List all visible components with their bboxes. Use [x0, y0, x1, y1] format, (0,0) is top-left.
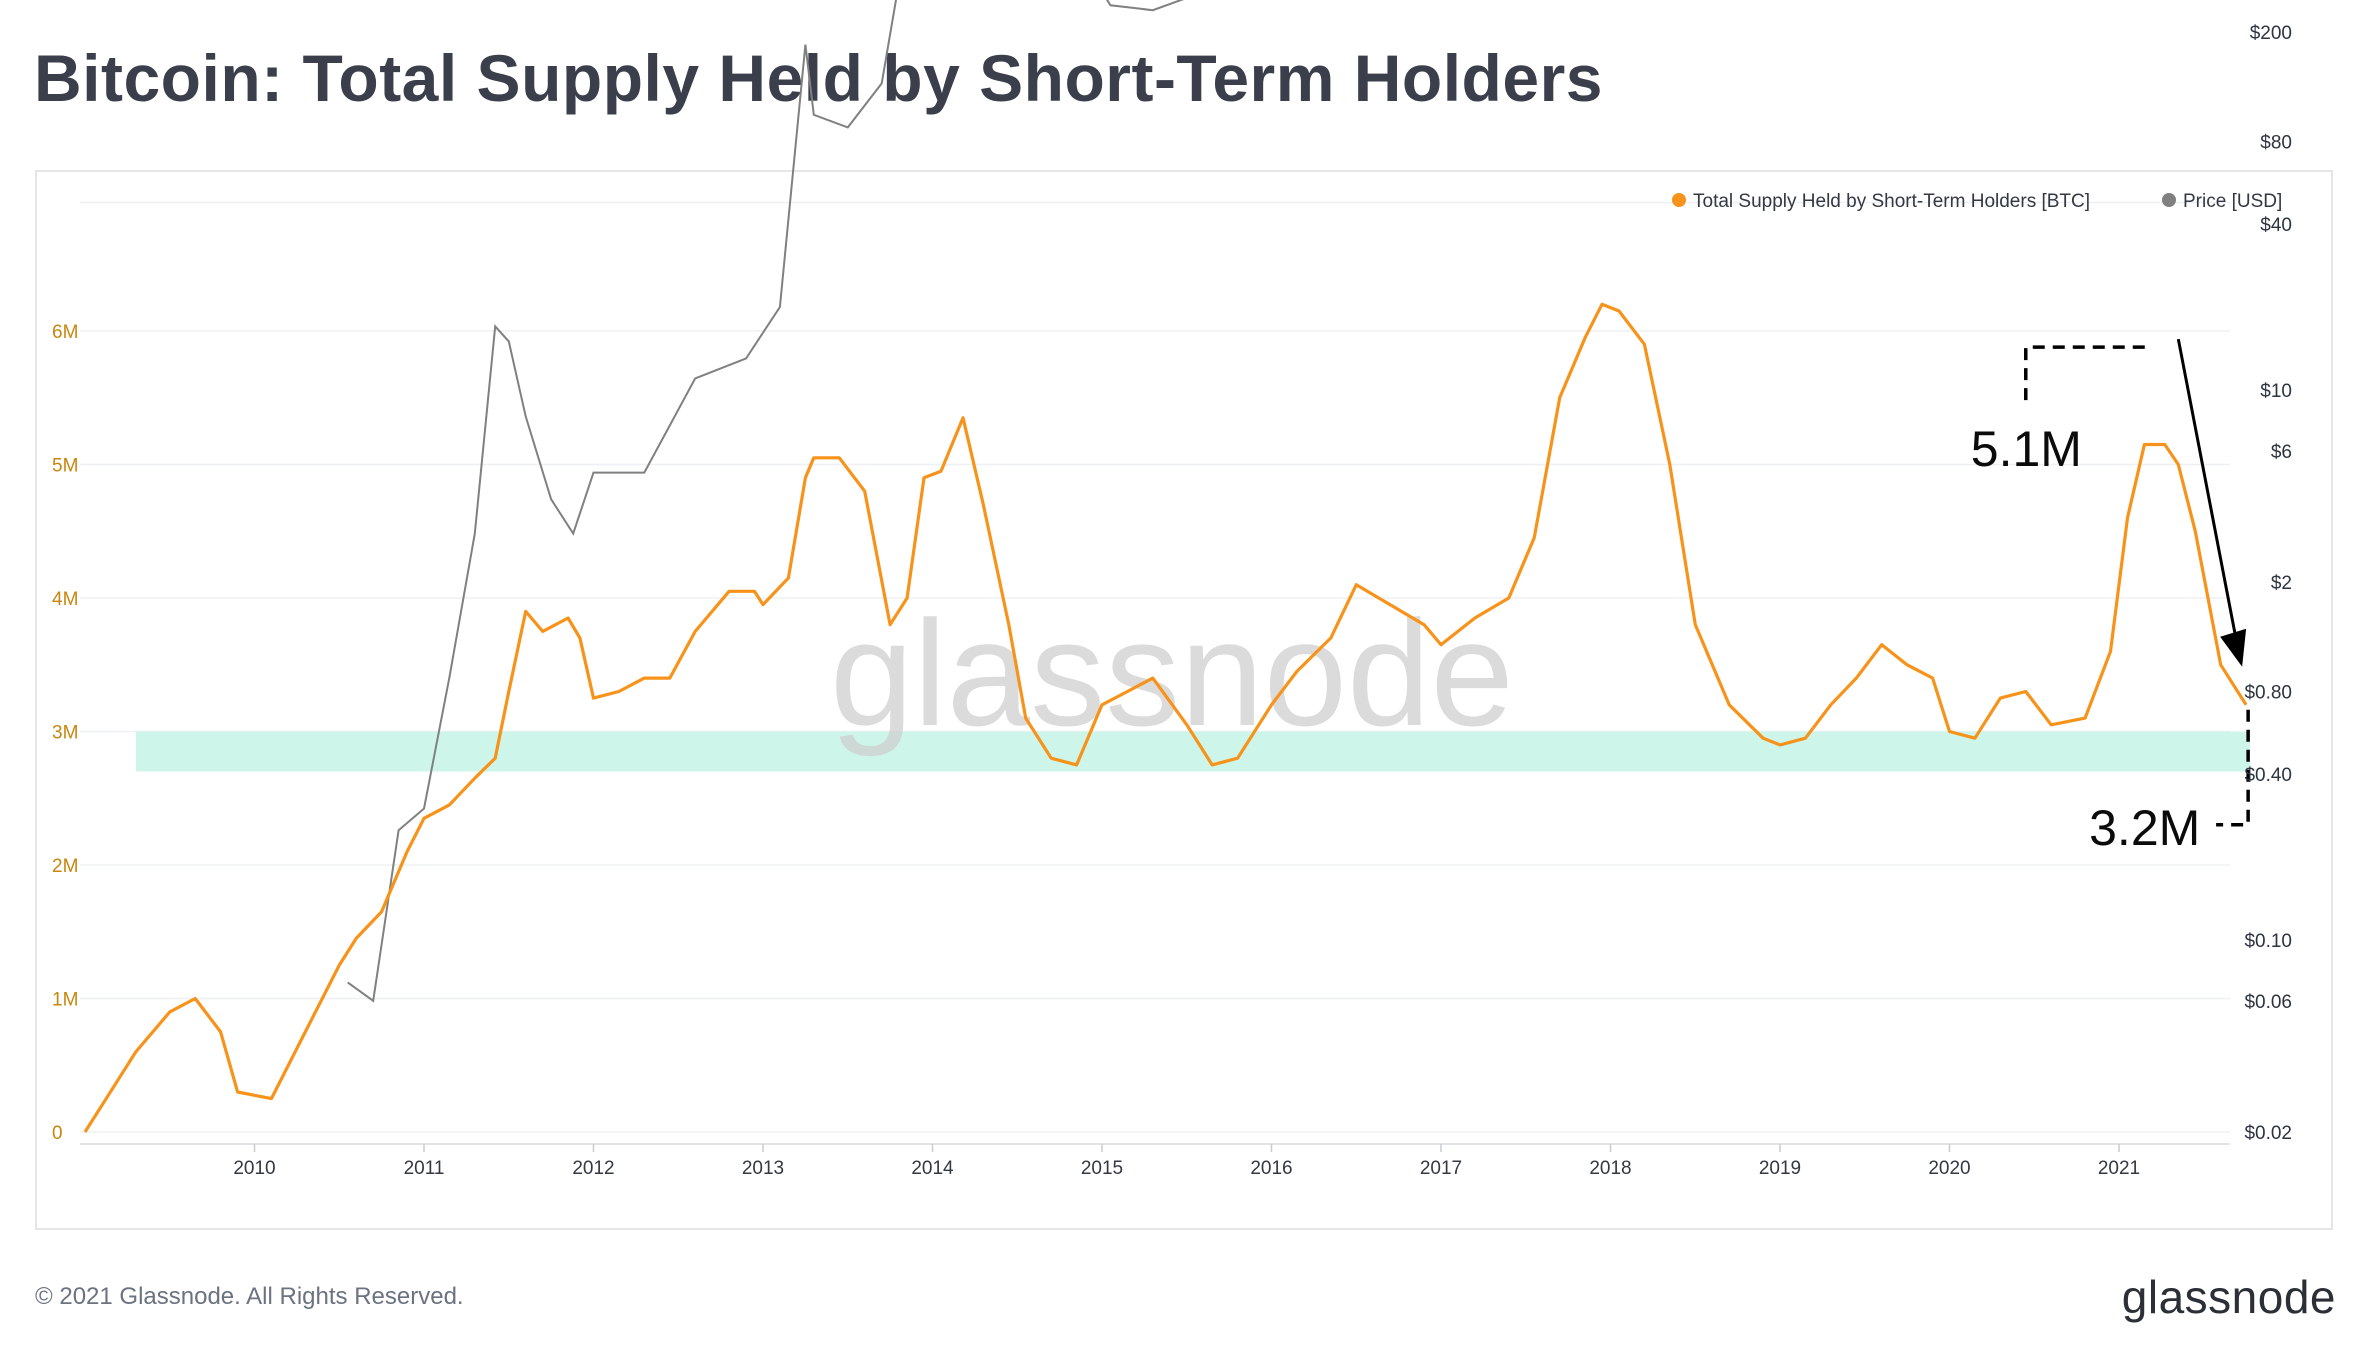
x-tick-label: 2010 [233, 1158, 275, 1179]
annotation-arrow-shaft [2176, 338, 2240, 651]
watermark-text: glassnode [830, 589, 1514, 757]
x-tick-label: 2012 [572, 1158, 614, 1179]
y-left-tick-label: 5M [52, 456, 78, 477]
y-right-tick-label: $40 [2260, 215, 2292, 236]
grid-lines [80, 201, 2230, 1133]
supply-line [83, 302, 2248, 1133]
price-line [347, 0, 1184, 1003]
chart-title: Bitcoin: Total Supply Held by Short-Term… [34, 41, 1603, 115]
x-tick-label: 2015 [1081, 1158, 1123, 1179]
y-right-tick-label: $0.10 [2244, 931, 2292, 952]
legend-swatch-price [2162, 193, 2176, 207]
annotation-arrow-head [2220, 628, 2247, 667]
y-left-tick-label: 1M [52, 990, 78, 1011]
x-tick-label: 2021 [2098, 1158, 2140, 1179]
y-right-tick-label: $2 [2271, 573, 2292, 594]
series-layer [83, 0, 2248, 1133]
annotation-layer: 5.1M 3.2M [1971, 338, 2250, 856]
x-tick-label: 2017 [1420, 1158, 1462, 1179]
y-right-tick-label: $80 [2260, 132, 2292, 153]
x-tick-label: 2013 [742, 1158, 784, 1179]
x-tick-label: 2018 [1589, 1158, 1631, 1179]
y-left-tick-label: 0 [52, 1123, 63, 1144]
legend[interactable]: Total Supply Held by Short-Term Holders … [1672, 191, 2282, 212]
x-tick-label: 2019 [1759, 1158, 1801, 1179]
annotation-current-label: 3.2M [2089, 800, 2200, 856]
legend-swatch-supply [1672, 193, 1686, 207]
y-right-tick-label: $0.40 [2244, 765, 2292, 786]
y-right-tick-label: $6 [2271, 442, 2292, 463]
y-left-tick-label: 6M [52, 322, 78, 343]
axes-layer: 01M2M3M4M5M6M$100k$60k$20k$8k$4k$1k$600$… [52, 23, 2292, 1179]
y-left-tick-label: 3M [52, 723, 78, 744]
x-tick-label: 2016 [1250, 1158, 1292, 1179]
chart-frame [35, 170, 2333, 1230]
x-tick-label: 2011 [404, 1158, 445, 1179]
footer-logo[interactable]: glassnode [2121, 1271, 2336, 1323]
y-right-tick-label: $0.02 [2244, 1123, 2292, 1144]
annotation-peak-bracket [2024, 345, 2145, 404]
legend-label-price: Price [USD] [2183, 191, 2282, 212]
annotation-peak-label: 5.1M [1971, 421, 2082, 477]
legend-label-supply: Total Supply Held by Short-Term Holders … [1693, 191, 2090, 212]
x-tick-label: 2014 [911, 1158, 954, 1179]
x-tick-label: 2020 [1928, 1158, 1970, 1179]
y-right-tick-label: $0.06 [2244, 992, 2292, 1013]
y-right-tick-label: $200 [2250, 23, 2292, 44]
y-left-tick-label: 2M [52, 856, 78, 877]
footer-copyright: © 2021 Glassnode. All Rights Reserved. [35, 1283, 464, 1310]
y-right-tick-label: $0.80 [2244, 682, 2292, 703]
y-left-tick-label: 4M [52, 589, 78, 610]
y-right-tick-label: $10 [2260, 381, 2292, 402]
